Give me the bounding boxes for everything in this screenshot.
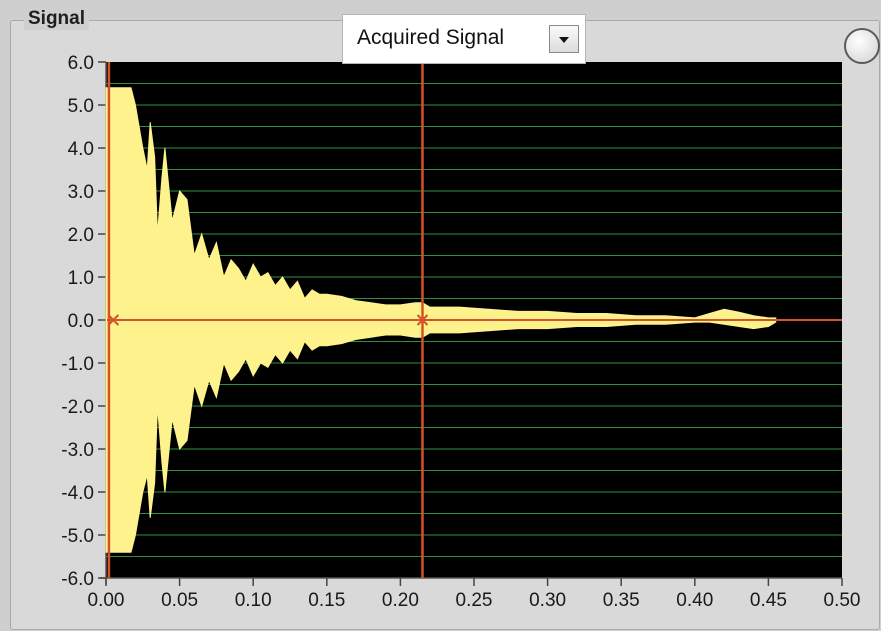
x-tick-label: 0.05 — [161, 590, 198, 611]
y-tick-label: 1.0 — [68, 268, 94, 289]
y-tick-label: -1.0 — [61, 354, 94, 375]
y-tick-label: 6.0 — [68, 53, 94, 74]
x-tick-label: 0.50 — [824, 590, 861, 611]
cursor-marker — [416, 314, 429, 326]
y-tick-label: -4.0 — [61, 483, 94, 504]
status-indicator[interactable] — [844, 28, 880, 64]
y-tick-label: 4.0 — [68, 139, 94, 160]
x-tick-label: 0.45 — [750, 590, 787, 611]
tick-labels: 6.0 5.0 4.0 3.0 2.0 1.0 0.0 -1.0 -2.0 -3.0 -4.0 -5.… — [61, 53, 860, 611]
plot-selector-label: Acquired Signal — [357, 26, 505, 49]
plot-selector[interactable]: Acquired Signal — [342, 14, 586, 64]
y-tick-label: 2.0 — [68, 225, 94, 246]
y-tick-label: -5.0 — [61, 526, 94, 547]
cursors[interactable] — [107, 62, 842, 578]
chevron-down-icon[interactable] — [549, 25, 579, 53]
x-tick-label: 0.40 — [676, 590, 713, 611]
x-tick-label: 0.00 — [88, 590, 125, 611]
x-tick-label: 0.35 — [603, 590, 640, 611]
cursor-marker — [107, 314, 120, 326]
x-tick-label: 0.10 — [235, 590, 272, 611]
x-tick-label: 0.15 — [308, 590, 345, 611]
x-tick-label: 0.30 — [529, 590, 566, 611]
y-tick-label: 5.0 — [68, 96, 94, 117]
y-tick-label: -2.0 — [61, 397, 94, 418]
y-tick-label: 0.0 — [68, 311, 94, 332]
y-tick-label: -6.0 — [61, 569, 94, 590]
y-tick-label: 3.0 — [68, 182, 94, 203]
x-tick-label: 0.25 — [456, 590, 493, 611]
panel-title: Signal — [24, 8, 90, 30]
y-tick-label: -3.0 — [61, 440, 94, 461]
x-tick-label: 0.20 — [382, 590, 419, 611]
